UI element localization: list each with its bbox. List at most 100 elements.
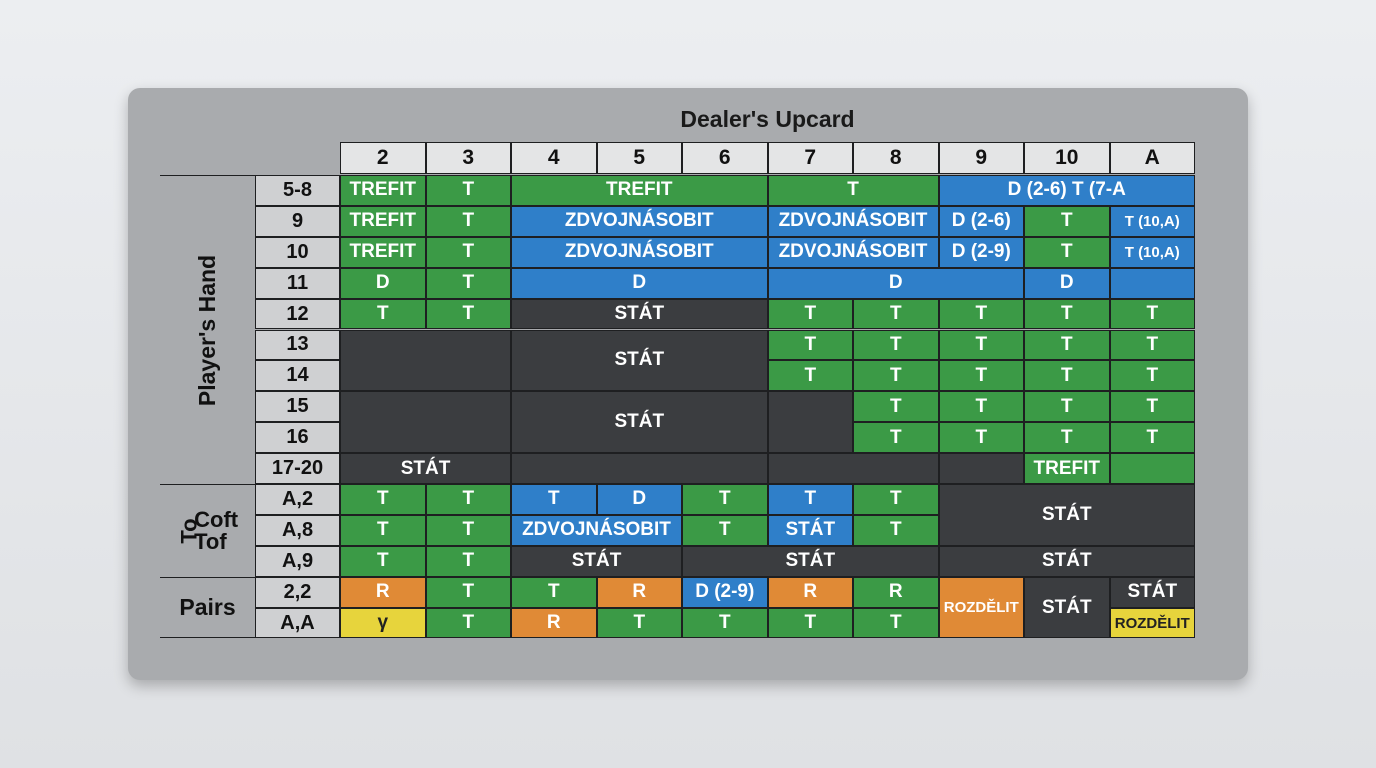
strategy-cell: T bbox=[938, 391, 1024, 423]
strategy-cell: T bbox=[767, 484, 853, 515]
strategy-cell: STÁT bbox=[682, 545, 939, 577]
strategy-cell: TREFIT bbox=[340, 205, 426, 237]
strategy-cell: STÁT bbox=[511, 391, 768, 454]
strategy-cell: TREFIT bbox=[1024, 453, 1110, 484]
strategy-cell: T bbox=[1024, 391, 1110, 423]
strategy-cell: T bbox=[340, 298, 426, 330]
strategy-cell: T bbox=[1024, 236, 1110, 268]
strategy-cell: D (2-9) bbox=[682, 576, 768, 608]
row-label: A,8 bbox=[255, 514, 340, 546]
row-label: A,2 bbox=[255, 484, 340, 515]
row-label: 11 bbox=[255, 267, 340, 299]
strategy-cell: D bbox=[1024, 267, 1110, 299]
strategy-cell: ROZDĚLIT bbox=[1109, 607, 1195, 639]
strategy-cell: T bbox=[938, 329, 1024, 361]
strategy-cell: TREFIT bbox=[511, 175, 768, 206]
strategy-cell: D (2-6) T (7-A bbox=[938, 175, 1195, 206]
row-label: 10 bbox=[255, 236, 340, 268]
strategy-cell: T bbox=[425, 576, 511, 608]
strategy-cell: T bbox=[425, 484, 511, 515]
group-label-text: To bbox=[176, 518, 202, 544]
strategy-cell: ZDVOJNÁSOBIT bbox=[767, 236, 939, 268]
row-label: 5-8 bbox=[255, 175, 340, 206]
strategy-cell: R bbox=[853, 576, 939, 608]
strategy-cell: T bbox=[938, 298, 1024, 330]
column-header: 9 bbox=[938, 142, 1024, 174]
strategy-cell: R bbox=[767, 576, 853, 608]
strategy-cell: D bbox=[767, 267, 1024, 299]
strategy-cell: STÁT bbox=[938, 545, 1195, 577]
row-label: 16 bbox=[255, 422, 340, 454]
column-header: 3 bbox=[425, 142, 511, 174]
group-label-text: Coft bbox=[194, 506, 239, 532]
strategy-cell: D bbox=[511, 267, 768, 299]
row-label: 14 bbox=[255, 360, 340, 392]
strategy-cell: T bbox=[682, 514, 768, 546]
strategy-cell: STÁT bbox=[511, 329, 768, 392]
strategy-cell: ROZDĚLIT bbox=[938, 576, 1024, 639]
strategy-cell: STÁT bbox=[767, 514, 853, 546]
strategy-cell: T bbox=[767, 360, 853, 392]
strategy-cell: T bbox=[853, 607, 939, 639]
strategy-cell: ZDVOJNÁSOBIT bbox=[511, 236, 768, 268]
strategy-cell: T bbox=[425, 514, 511, 546]
strategy-cell: T bbox=[425, 175, 511, 206]
row-label: 12 bbox=[255, 298, 340, 330]
empty-cell bbox=[938, 453, 1024, 484]
strategy-cell: T bbox=[340, 545, 426, 577]
strategy-cell: T bbox=[1024, 298, 1110, 330]
strategy-cell: T bbox=[425, 267, 511, 299]
strategy-cell: ZDVOJNÁSOBIT bbox=[767, 205, 939, 237]
strategy-cell: T bbox=[425, 205, 511, 237]
strategy-cell: T bbox=[1109, 422, 1195, 454]
strategy-cell: ZDVOJNÁSOBIT bbox=[511, 514, 682, 546]
strategy-cell: T bbox=[853, 391, 939, 423]
strategy-cell: ZDVOJNÁSOBIT bbox=[511, 205, 768, 237]
strategy-cell: T bbox=[853, 329, 939, 361]
strategy-cell: T bbox=[853, 360, 939, 392]
empty-cell bbox=[511, 453, 768, 484]
strategy-cell: T bbox=[425, 607, 511, 639]
strategy-cell: T bbox=[853, 298, 939, 330]
column-header: 4 bbox=[511, 142, 597, 174]
strategy-cell: T bbox=[853, 422, 939, 454]
title: Dealer's Upcard bbox=[680, 105, 855, 132]
strategy-cell: T bbox=[1109, 298, 1195, 330]
column-header: 2 bbox=[340, 142, 426, 174]
strategy-cell: T bbox=[340, 514, 426, 546]
strategy-cell: STÁT bbox=[511, 298, 768, 330]
group-label-stack: Coft Tof bbox=[194, 506, 239, 553]
group-label: To Coft Tof bbox=[160, 484, 255, 577]
row-label: 15 bbox=[255, 391, 340, 423]
strategy-cell: T bbox=[1109, 360, 1195, 392]
column-header: 7 bbox=[767, 142, 853, 174]
strategy-cell: T bbox=[425, 236, 511, 268]
column-header: 5 bbox=[596, 142, 682, 174]
column-header: 10 bbox=[1024, 142, 1110, 174]
strategy-cell: R bbox=[511, 607, 597, 639]
strategy-cell: T bbox=[1024, 422, 1110, 454]
row-label: 2,2 bbox=[255, 576, 340, 608]
empty-cell bbox=[767, 453, 939, 484]
row-label: 13 bbox=[255, 329, 340, 361]
strategy-cell: STÁT bbox=[340, 453, 511, 484]
strategy-cell: D bbox=[340, 267, 426, 299]
strategy-cell: T (10,A) bbox=[1109, 236, 1195, 268]
strategy-cell: TREFIT bbox=[340, 175, 426, 206]
group-label-text: Player's Hand bbox=[194, 254, 220, 406]
strategy-cell: T bbox=[1024, 205, 1110, 237]
strategy-cell: T bbox=[511, 576, 597, 608]
empty-cell bbox=[1109, 267, 1195, 299]
empty-cell bbox=[340, 391, 511, 454]
strategy-cell: T bbox=[1024, 360, 1110, 392]
empty-cell bbox=[340, 329, 511, 392]
strategy-cell: T bbox=[425, 298, 511, 330]
strategy-cell: T bbox=[425, 545, 511, 577]
strategy-cell: STÁT bbox=[938, 484, 1195, 546]
group-label: Player's Hand bbox=[160, 175, 255, 484]
strategy-cell: T bbox=[767, 298, 853, 330]
empty-cell bbox=[1109, 453, 1195, 484]
strategy-cell: R bbox=[340, 576, 426, 608]
strategy-cell: T bbox=[1024, 329, 1110, 361]
